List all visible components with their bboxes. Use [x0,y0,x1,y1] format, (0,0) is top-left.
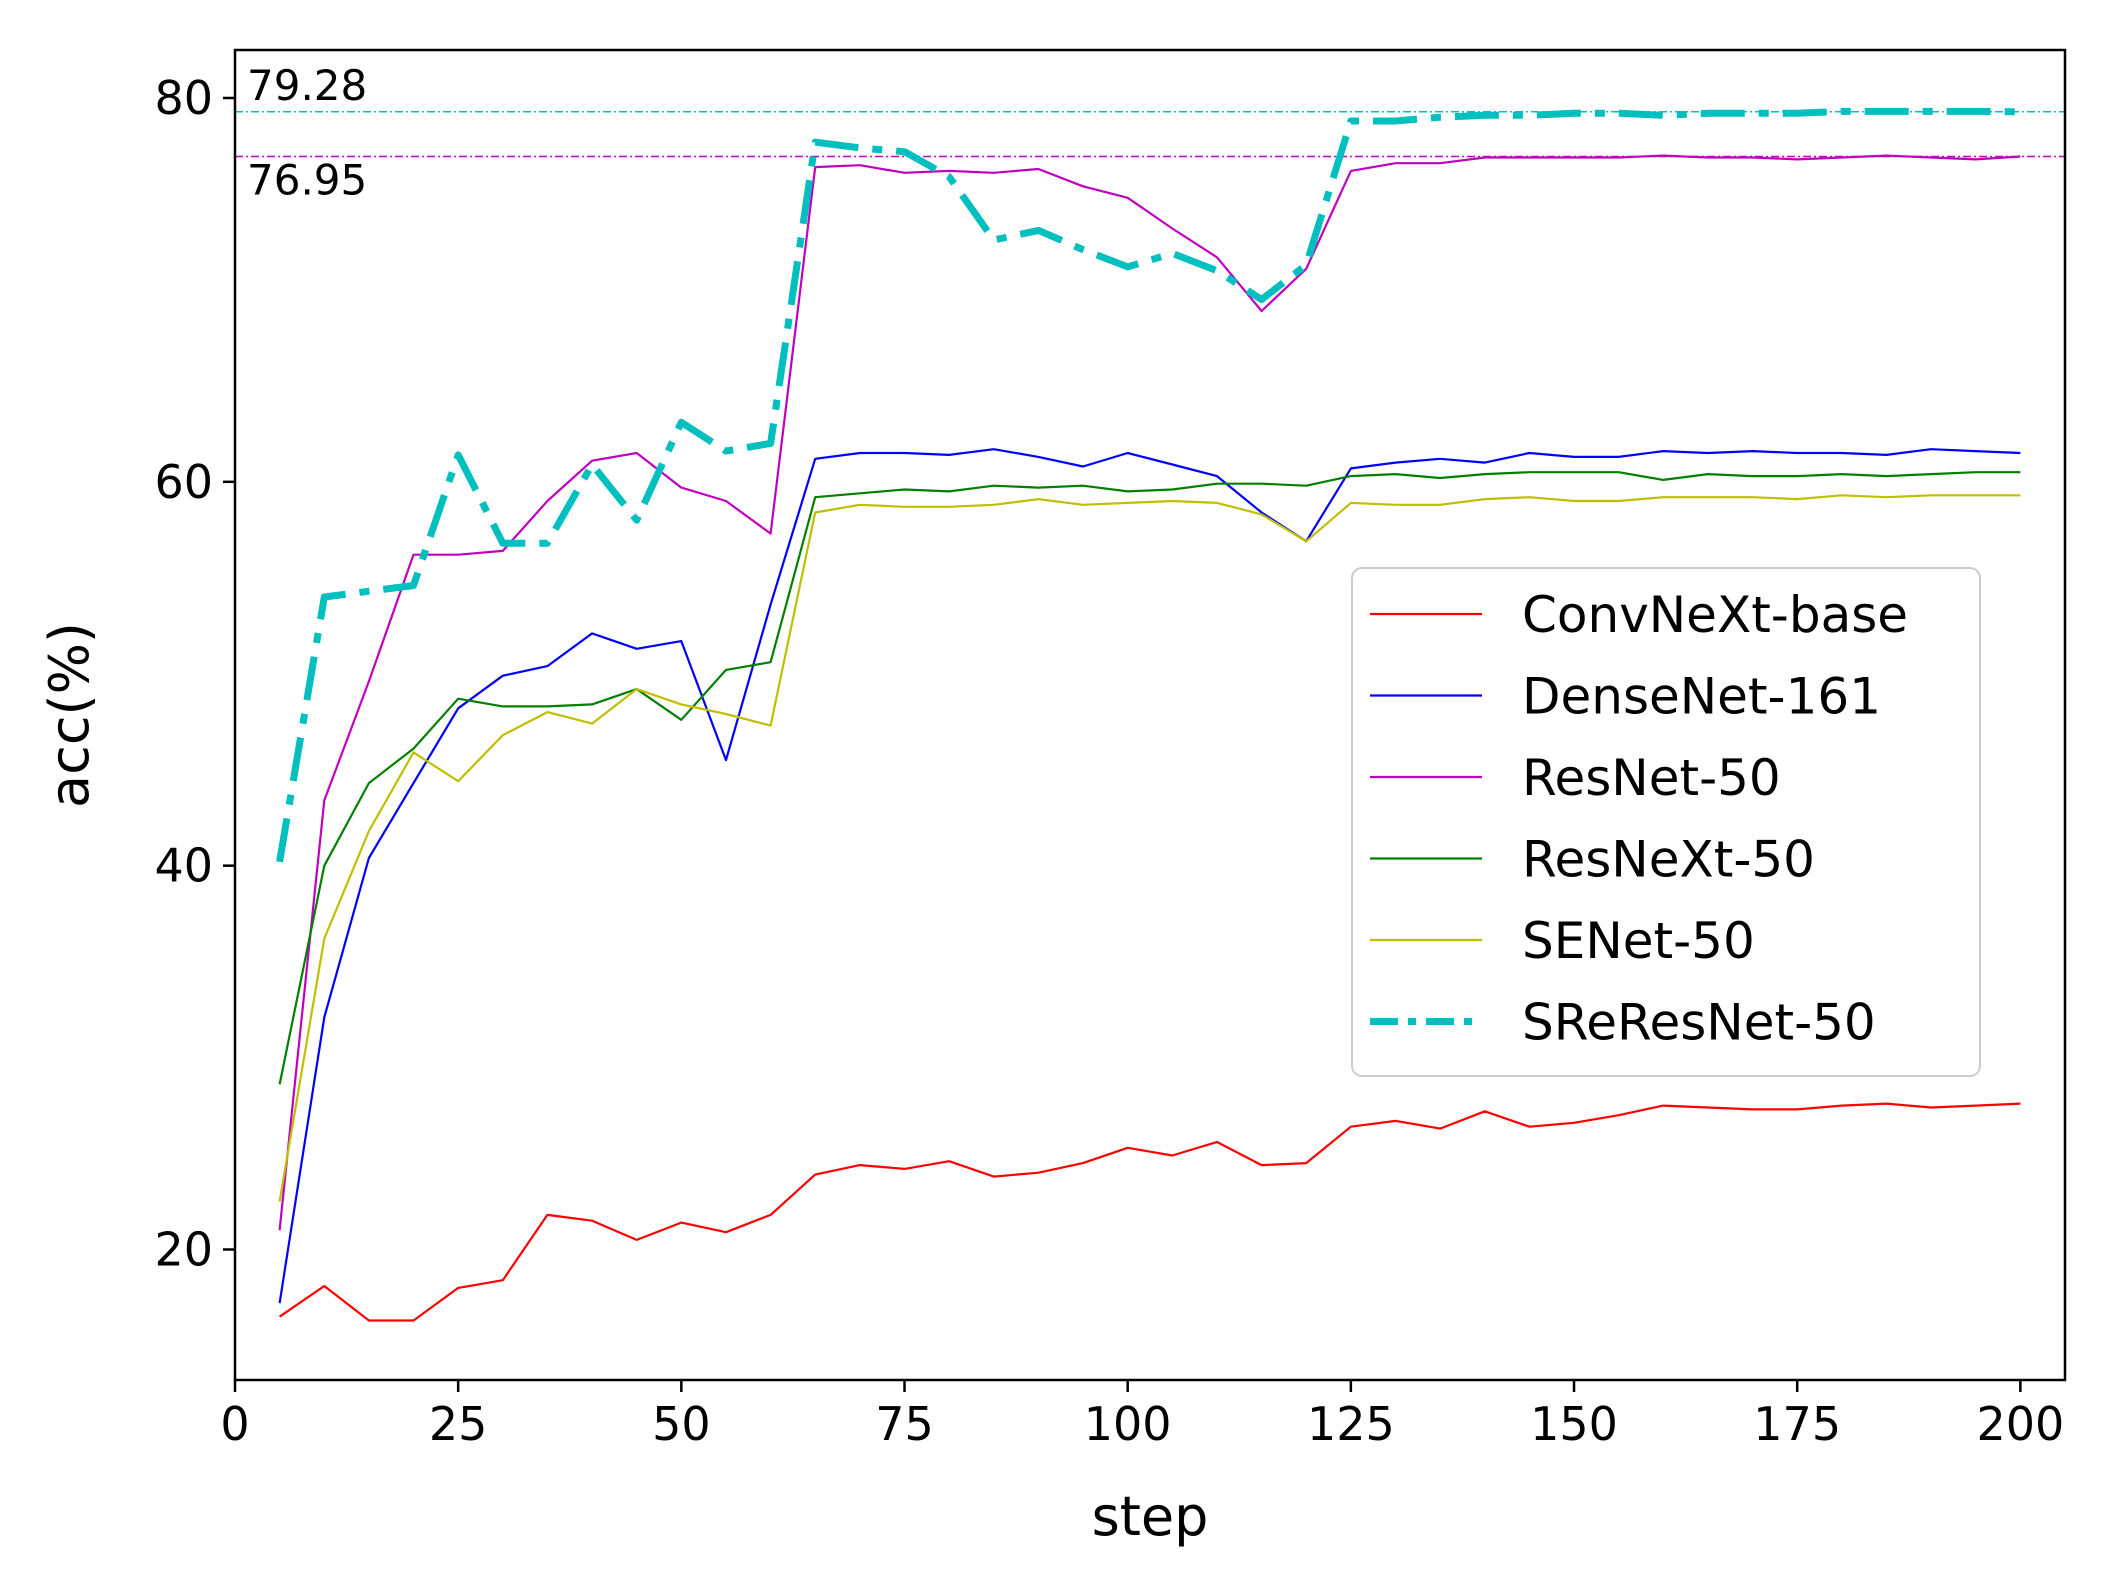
x-tick-label: 0 [220,1397,249,1451]
legend-label: ResNet-50 [1522,749,1781,807]
reference-line-label: 76.95 [247,156,367,205]
x-axis-label: step [1092,1485,1209,1548]
y-tick-label: 60 [154,455,213,509]
series-line-densenet-161 [278,448,2021,1304]
y-axis-ticks: 20 40 60 80 [154,71,235,1276]
legend-label: SReResNet-50 [1522,994,1876,1052]
reference-line-label: 79.28 [247,61,367,110]
x-tick-label: 100 [1084,1397,1172,1451]
x-tick-label: 200 [1976,1397,2064,1451]
x-tick-label: 25 [429,1397,488,1451]
y-axis-label: acc(%) [38,622,101,808]
series-line-sreresnet-50 [276,107,2021,863]
x-tick-label: 125 [1307,1397,1395,1451]
legend-label: ResNeXt-50 [1522,831,1815,889]
series-lines [276,107,2021,1322]
y-tick-label: 20 [154,1222,213,1276]
legend-label: ConvNeXt-base [1522,586,1908,644]
x-tick-label: 75 [875,1397,934,1451]
x-tick-label: 175 [1753,1397,1841,1451]
legend-label: DenseNet-161 [1522,668,1881,726]
series-line-resnet-50 [278,154,2021,1231]
y-tick-label: 40 [154,839,213,893]
series-line-resnext-50 [278,471,2021,1085]
x-tick-label: 50 [652,1397,711,1451]
legend-box [1351,567,1981,1077]
legend-label: SENet-50 [1522,912,1755,970]
x-axis-ticks: 0 25 50 75 100 125 150 175 200 [220,1380,2064,1451]
legend: ConvNeXt-base DenseNet-161 ResNet-50 ResNeX… [1351,567,1981,1077]
plot-frame [233,48,2067,1382]
x-tick-label: 150 [1530,1397,1618,1451]
y-tick-label: 80 [154,71,213,125]
reference-lines: 79.28 76.95 [235,61,2065,205]
series-line-senet-50 [278,494,2021,1202]
legend-items: ConvNeXt-base DenseNet-161 ResNet-50 ResNeX… [1370,586,1908,1052]
series-line-convnext-base [278,1102,2021,1322]
